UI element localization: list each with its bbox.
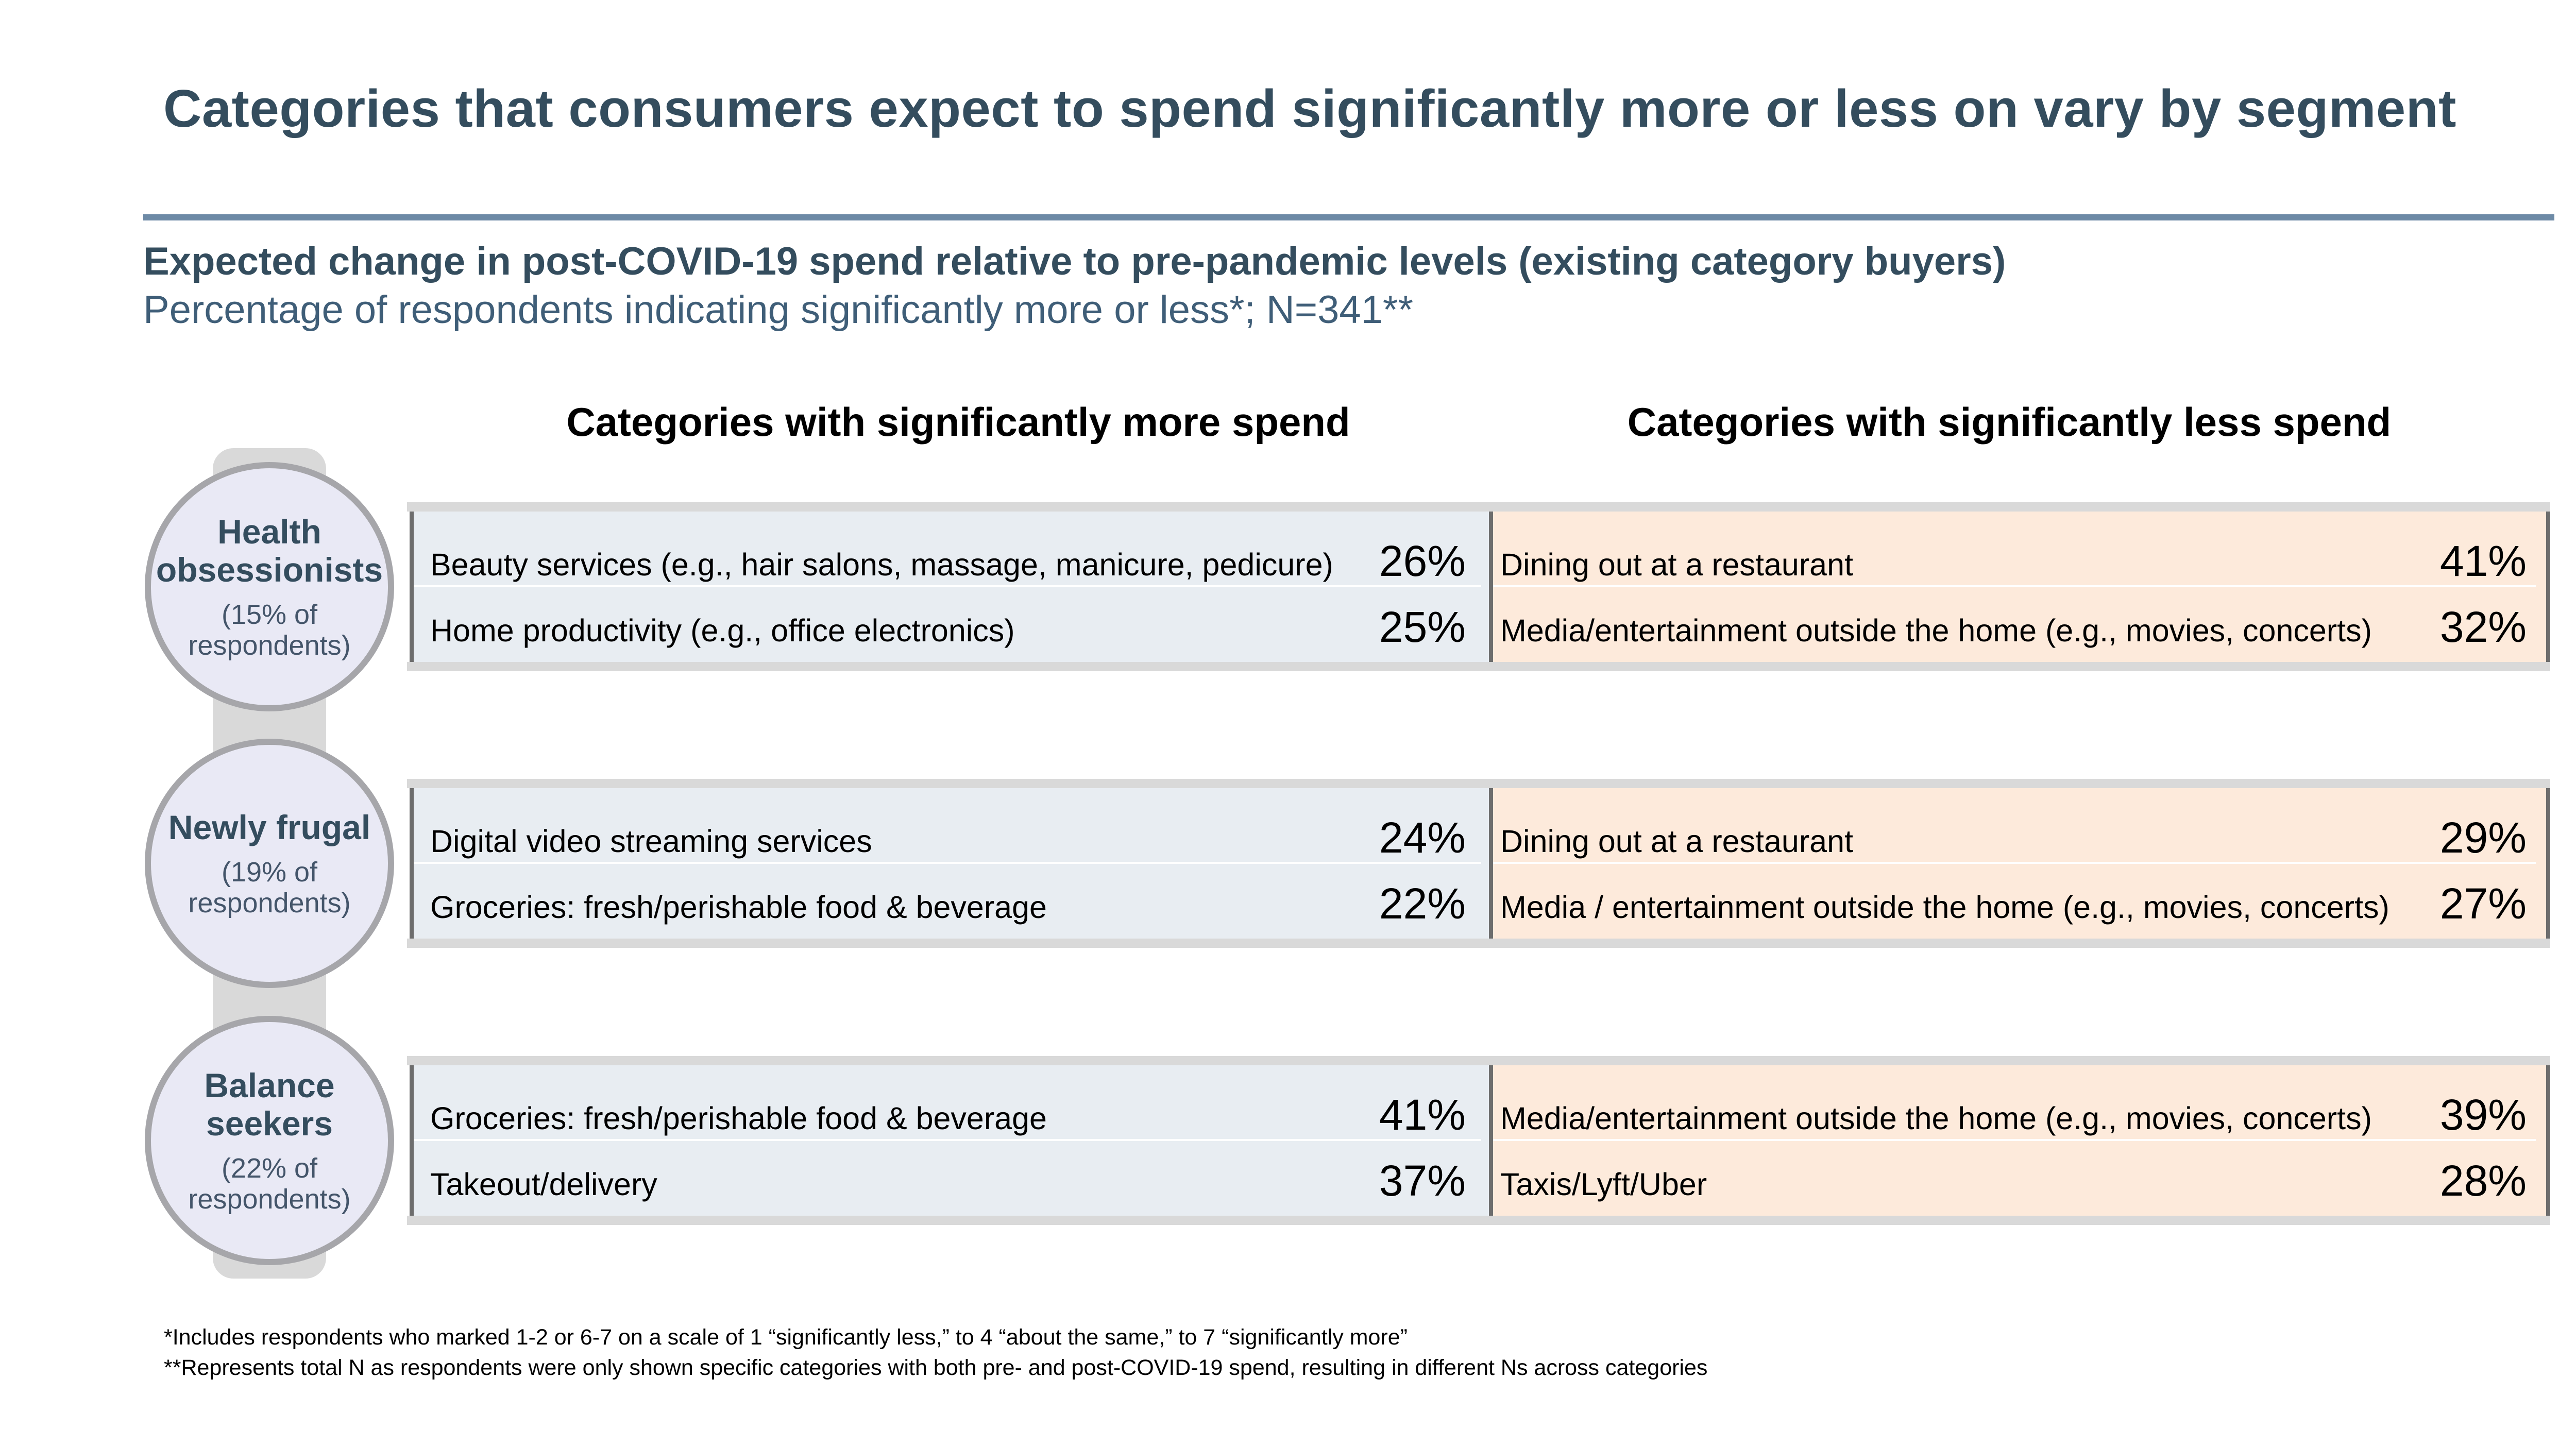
category-percentage: 41% xyxy=(1379,1091,1466,1139)
segment-circle: Balance seekers (22% of respondents) xyxy=(145,1016,394,1265)
category-percentage: 26% xyxy=(1379,537,1466,585)
category-label: Dining out at a restaurant xyxy=(1500,547,1853,582)
footnote-1: *Includes respondents who marked 1-2 or … xyxy=(164,1325,1408,1350)
row-divider xyxy=(414,862,1481,864)
category-label: Groceries: fresh/perishable food & bever… xyxy=(430,1101,1047,1136)
column-header-less-spend: Categories with significantly less spend xyxy=(1627,399,2392,445)
category-label: Taxis/Lyft/Uber xyxy=(1500,1167,1707,1202)
row-divider xyxy=(1493,1139,2536,1141)
row-divider xyxy=(1493,862,2536,864)
category-percentage: 27% xyxy=(2439,879,2527,928)
spend-more-panel xyxy=(410,512,1492,662)
segment-circle: Newly frugal (19% of respondents) xyxy=(145,739,394,988)
spend-less-panel xyxy=(1489,1065,2550,1216)
category-label: Beauty services (e.g., hair salons, mass… xyxy=(430,547,1333,582)
title-divider xyxy=(143,214,2554,220)
category-percentage: 37% xyxy=(1379,1156,1466,1205)
footnote-2: **Represents total N as respondents were… xyxy=(164,1355,1708,1380)
category-percentage: 29% xyxy=(2439,813,2527,862)
category-percentage: 22% xyxy=(1379,879,1466,928)
row-divider xyxy=(414,1139,1481,1141)
segment-name: Newly frugal xyxy=(168,808,371,846)
spend-more-panel xyxy=(410,788,1492,939)
row-divider xyxy=(414,585,1481,587)
column-header-more-spend: Categories with significantly more spend xyxy=(566,399,1350,445)
segment-band-top-line xyxy=(407,779,2550,788)
segment-share: (19% of respondents) xyxy=(188,857,351,918)
spend-less-panel xyxy=(1489,788,2550,939)
chart-description: Percentage of respondents indicating sig… xyxy=(143,288,1414,332)
category-percentage: 24% xyxy=(1379,813,1466,862)
category-label: Media/entertainment outside the home (e.… xyxy=(1500,1101,2372,1136)
segment-band-bottom-line xyxy=(407,939,2550,948)
segment-band-bottom-line xyxy=(407,1216,2550,1225)
category-percentage: 25% xyxy=(1379,603,1466,651)
segment-name: Balance seekers xyxy=(204,1066,335,1143)
segment-name: Health obsessionists xyxy=(156,513,383,589)
spend-less-panel xyxy=(1489,512,2550,662)
segment-circle: Health obsessionists (15% of respondents) xyxy=(145,462,394,711)
segment-share: (22% of respondents) xyxy=(188,1153,351,1215)
category-label: Home productivity (e.g., office electron… xyxy=(430,613,1015,648)
spend-more-panel xyxy=(410,1065,1492,1216)
segment-band-bottom-line xyxy=(407,662,2550,671)
category-label: Takeout/delivery xyxy=(430,1167,657,1202)
category-label: Groceries: fresh/perishable food & bever… xyxy=(430,890,1047,925)
category-label: Dining out at a restaurant xyxy=(1500,824,1853,859)
category-percentage: 28% xyxy=(2439,1156,2527,1205)
segment-share: (15% of respondents) xyxy=(188,599,351,661)
category-label: Digital video streaming services xyxy=(430,824,872,859)
category-label: Media/entertainment outside the home (e.… xyxy=(1500,613,2372,648)
segment-band-top-line xyxy=(407,502,2550,512)
page-title: Categories that consumers expect to spen… xyxy=(163,79,2456,138)
category-percentage: 41% xyxy=(2439,537,2527,585)
category-percentage: 39% xyxy=(2439,1091,2527,1139)
chart-subtitle: Expected change in post-COVID-19 spend r… xyxy=(143,240,2006,283)
category-label: Media / entertainment outside the home (… xyxy=(1500,890,2389,925)
category-percentage: 32% xyxy=(2439,603,2527,651)
row-divider xyxy=(1493,585,2536,587)
segment-band-top-line xyxy=(407,1056,2550,1065)
